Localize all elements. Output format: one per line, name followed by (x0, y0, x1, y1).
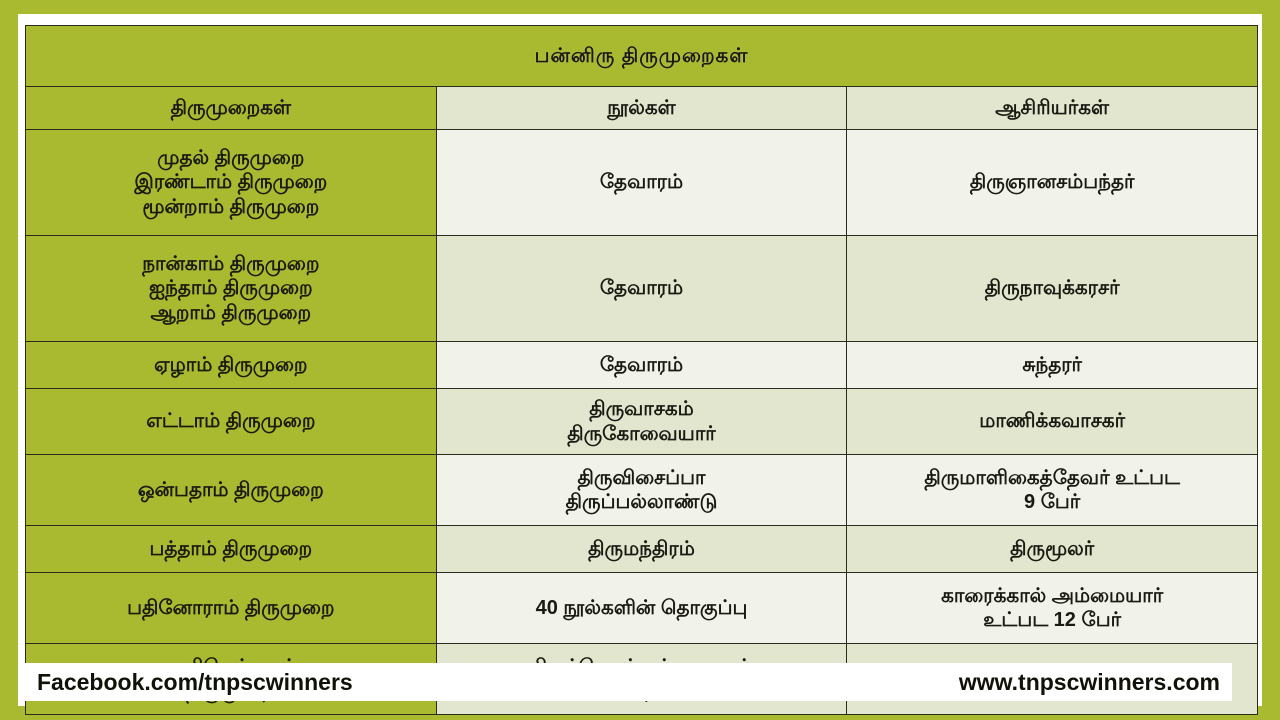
column-header-thirumurai: திருமுறைகள் (25, 86, 437, 130)
cell-thirumurai: பதினோராம் திருமுறை (25, 572, 437, 644)
footer-website-link[interactable]: www.tnpscwinners.com (958, 668, 1220, 695)
cell-book: தேவாரம் (435, 129, 848, 236)
thirumurai-table: பன்னிரு திருமுறைகள் திருமுறைகள் நூல்கள் … (25, 25, 1258, 715)
title-row: பன்னிரு திருமுறைகள் (25, 25, 1258, 87)
cell-author: காரைக்கால் அம்மையார் உட்பட 12 பேர் (846, 572, 1258, 644)
cell-thirumurai: ஏழாம் திருமுறை (25, 341, 437, 389)
cell-book: திருமந்திரம் (435, 525, 848, 573)
cell-author: மாணிக்கவாசகர் (846, 388, 1258, 455)
table-row: பதினோராம் திருமுறை 40 நூல்களின் தொகுப்பு… (25, 572, 1258, 644)
cell-author: சுந்தரர் (846, 341, 1258, 389)
page-title: பன்னிரு திருமுறைகள் (25, 25, 1258, 87)
cell-thirumurai: ஒன்பதாம் திருமுறை (25, 454, 437, 526)
table-row: நான்காம் திருமுறை ஐந்தாம் திருமுறை ஆறாம் த… (25, 235, 1258, 342)
table-row: ஏழாம் திருமுறை தேவாரம் சுந்தரர் (25, 341, 1258, 389)
cell-book: தேவாரம் (435, 341, 848, 389)
footer-bar: Facebook.com/tnpscwinners www.tnpscwinne… (25, 663, 1232, 701)
cell-book: திருவிசைப்பா திருப்பல்லாண்டு (435, 454, 848, 526)
cell-author: திருநாவுக்கரசர் (846, 235, 1258, 342)
cell-thirumurai: நான்காம் திருமுறை ஐந்தாம் திருமுறை ஆறாம் த… (25, 235, 437, 342)
cell-author: திருஞானசம்பந்தர் (846, 129, 1258, 236)
cell-thirumurai: முதல் திருமுறை இரண்டாம் திருமுறை மூன்றாம் … (25, 129, 437, 236)
footer-facebook-link[interactable]: Facebook.com/tnpscwinners (37, 668, 353, 695)
table-row: பத்தாம் திருமுறை திருமந்திரம் திருமூலர் (25, 525, 1258, 573)
table-body: பன்னிரு திருமுறைகள் திருமுறைகள் நூல்கள் … (25, 25, 1258, 715)
cell-book: தேவாரம் (435, 235, 848, 342)
table-row: முதல் திருமுறை இரண்டாம் திருமுறை மூன்றாம் … (25, 129, 1258, 236)
cell-thirumurai: பத்தாம் திருமுறை (25, 525, 437, 573)
table-row: ஒன்பதாம் திருமுறை திருவிசைப்பா திருப்பல்ல… (25, 454, 1258, 526)
header-row: திருமுறைகள் நூல்கள் ஆசிரியர்கள் (25, 86, 1258, 130)
cell-thirumurai: எட்டாம் திருமுறை (25, 388, 437, 455)
cell-author: திருமூலர் (846, 525, 1258, 573)
cell-book: திருவாசகம் திருகோவையார் (435, 388, 848, 455)
column-header-books: நூல்கள் (435, 86, 848, 130)
cell-author: திருமாளிகைத்தேவர் உட்பட 9 பேர் (846, 454, 1258, 526)
table-row: எட்டாம் திருமுறை திருவாசகம் திருகோவையார் … (25, 388, 1258, 455)
table-sheet: பன்னிரு திருமுறைகள் திருமுறைகள் நூல்கள் … (25, 25, 1258, 715)
column-header-authors: ஆசிரியர்கள் (846, 86, 1258, 130)
cell-book: 40 நூல்களின் தொகுப்பு (435, 572, 848, 644)
